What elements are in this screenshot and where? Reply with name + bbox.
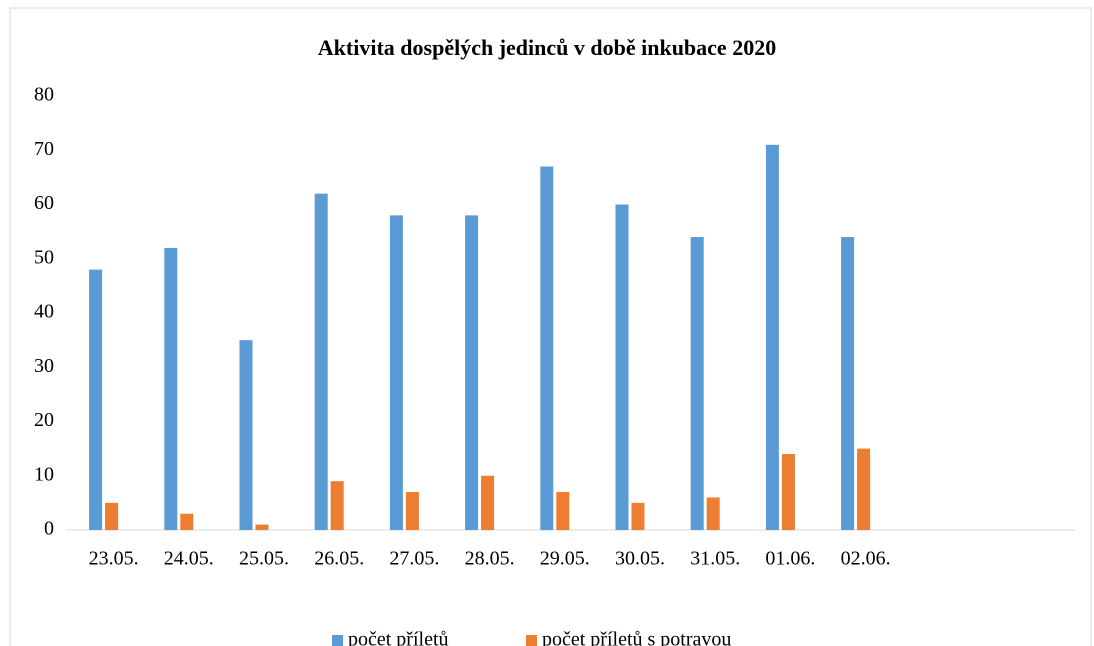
x-tick-label: 23.05. [89,548,139,570]
y-tick-label: 30 [34,355,54,377]
bar [255,524,269,530]
x-tick-label: 27.05. [389,548,439,570]
x-tick-label: 31.05. [690,548,740,570]
bar [765,144,779,530]
x-tick-label: 28.05. [465,548,515,570]
bar [314,193,328,530]
x-tick-label: 25.05. [239,548,289,570]
x-tick-label: 29.05. [540,548,590,570]
bar [631,502,645,530]
bar [481,475,495,530]
y-tick-label: 0 [44,518,54,540]
chart-frame [9,7,1092,646]
legend-swatch [526,635,537,646]
legend-label: počet příletů [348,629,449,646]
y-tick-label: 60 [34,192,54,214]
y-tick-label: 80 [34,84,54,106]
bar [841,237,855,531]
x-tick-label: 02.06. [841,548,891,570]
bar [389,215,403,530]
bar [857,448,871,530]
bar [239,340,253,530]
bar [556,492,570,530]
bar [465,215,479,530]
bar [781,454,795,530]
chart-title: Aktivita dospělých jedinců v době inkuba… [318,35,776,60]
bar [706,497,720,530]
bar [330,481,344,530]
x-tick-label: 01.06. [765,548,815,570]
x-tick-label: 26.05. [314,548,364,570]
legend-swatch [332,635,343,646]
bar [405,492,419,530]
bar [540,166,554,530]
bar [105,502,119,530]
bar [615,204,629,530]
y-tick-label: 70 [34,138,54,160]
legend-label: počet příletů s potravou [542,629,731,646]
y-tick-label: 40 [34,301,54,323]
bar [164,247,178,530]
x-tick-label: 30.05. [615,548,665,570]
y-tick-label: 20 [34,409,54,431]
y-tick-label: 50 [34,246,54,268]
x-tick-label: 24.05. [164,548,214,570]
bar [690,237,704,531]
y-tick-label: 10 [34,463,54,485]
bar [89,269,103,530]
bar [180,513,194,530]
